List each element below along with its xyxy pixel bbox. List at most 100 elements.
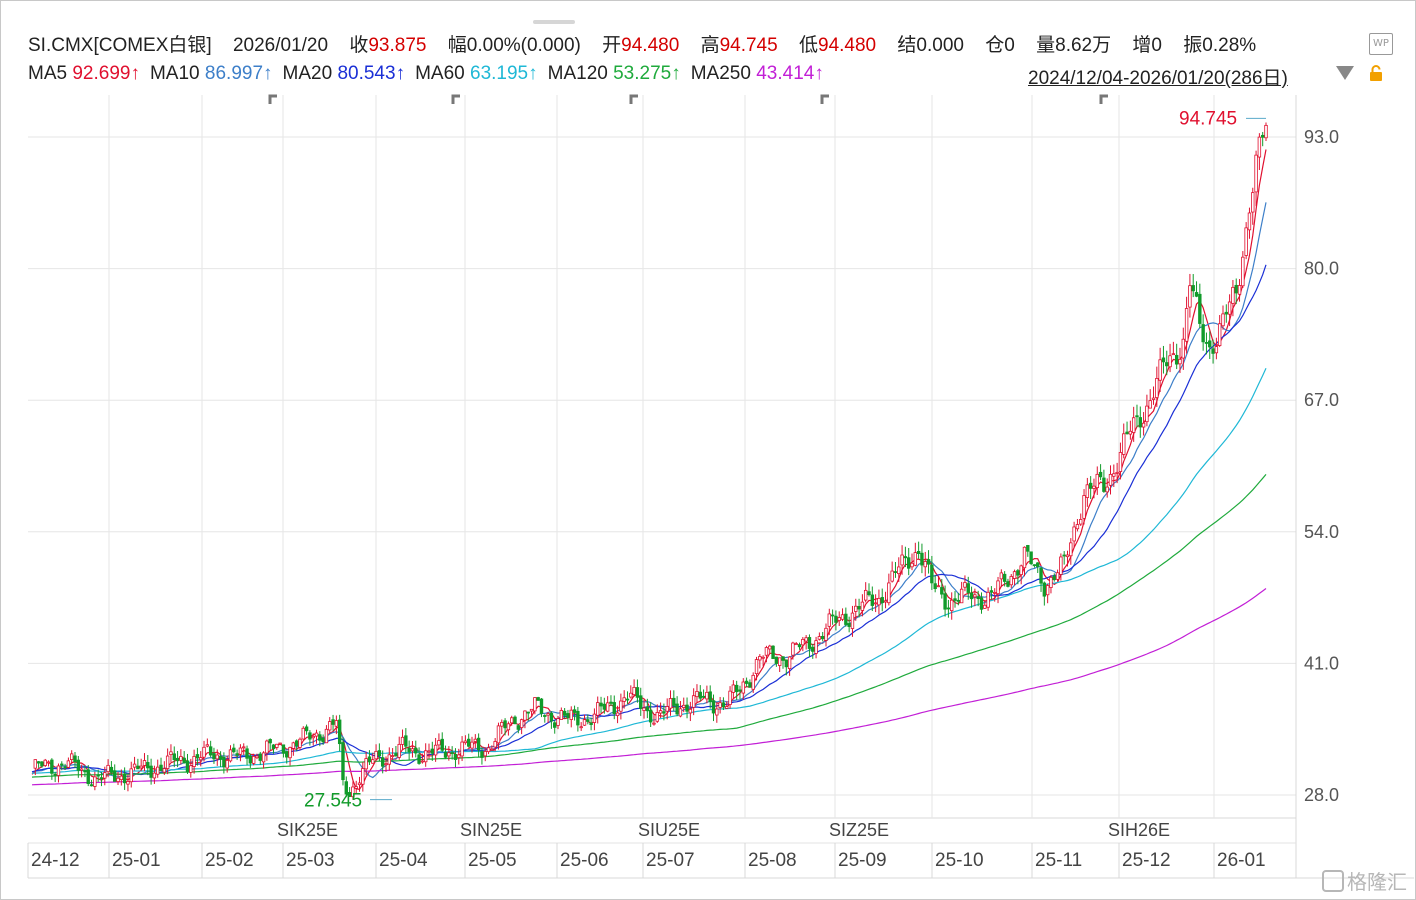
candle-body <box>1036 562 1040 567</box>
candle-body <box>1178 358 1182 365</box>
candle-body <box>189 765 193 773</box>
candle-body <box>1208 340 1212 348</box>
candle-body <box>1105 486 1109 493</box>
candle-body <box>1227 301 1232 315</box>
candle-body <box>860 601 865 611</box>
candle-body <box>741 681 745 694</box>
candle-body <box>288 747 292 759</box>
candle-body <box>662 711 666 714</box>
candle-body <box>645 706 650 712</box>
candle-body <box>956 599 961 602</box>
settle-label: 结 <box>897 35 917 56</box>
volume-label: 量 <box>1036 35 1056 56</box>
candle-body <box>328 721 332 731</box>
date-range[interactable]: 2024/12/04-2026/01/20(286日) <box>1028 68 1288 89</box>
candle-body <box>791 642 795 656</box>
candle-body <box>923 561 927 568</box>
candle-body <box>308 732 312 740</box>
candle-body <box>1092 485 1096 489</box>
candle-body <box>1145 405 1149 423</box>
candle-body <box>146 762 150 769</box>
candle-body <box>566 713 570 719</box>
x-tick-label: 25-12 <box>1122 850 1171 871</box>
candle-body <box>351 786 355 798</box>
candle-body <box>751 674 755 690</box>
drag-handle[interactable] <box>533 20 575 24</box>
candle-body <box>820 635 825 640</box>
candle-body <box>384 763 388 766</box>
candle-body <box>625 698 630 701</box>
candle-body <box>1151 397 1156 400</box>
candle-body <box>1264 124 1268 139</box>
candle-body <box>946 607 951 610</box>
wp-icon[interactable]: WP <box>1369 33 1393 55</box>
candle-body <box>159 764 163 771</box>
candle-body <box>801 638 805 646</box>
settle-value: 0.000 <box>916 35 964 56</box>
candle-body <box>480 751 484 758</box>
ma-value-ma20: 80.543↑ <box>337 63 406 84</box>
caret-down-icon[interactable] <box>1336 66 1354 80</box>
candle-body <box>1088 482 1093 489</box>
candle-body <box>1049 576 1053 588</box>
candle-body <box>172 753 176 760</box>
candle-body <box>175 757 180 762</box>
candle-body <box>999 572 1004 580</box>
candle-body <box>357 782 362 786</box>
candle-body <box>294 740 299 747</box>
candle-body <box>139 765 143 769</box>
candle-body <box>1231 286 1235 304</box>
candle-body <box>218 756 223 760</box>
candle-body <box>519 719 524 728</box>
candle-body <box>787 656 792 669</box>
candle-body <box>377 750 382 757</box>
candle-body <box>728 690 732 705</box>
candle-body <box>142 760 147 766</box>
ma-value-ma60: 63.195↑ <box>470 63 538 84</box>
candle-body <box>341 742 345 781</box>
candle-body <box>1155 378 1159 398</box>
candle-body <box>1059 556 1063 575</box>
candle-body <box>721 702 726 708</box>
candle-body <box>1141 422 1146 428</box>
candle-body <box>314 732 319 737</box>
x-tick-label: 25-01 <box>112 850 161 871</box>
candle-body <box>854 605 858 612</box>
candle-body <box>979 597 984 610</box>
ma-label-ma120: MA120 <box>547 63 614 84</box>
candle-body <box>705 691 709 700</box>
candle-body <box>1211 348 1215 354</box>
candle-body <box>771 645 775 660</box>
candle-body <box>907 557 911 569</box>
candle-body <box>165 755 170 769</box>
candle-body <box>933 583 937 590</box>
candle-body <box>966 583 970 593</box>
candle-body <box>734 684 739 693</box>
candle-body <box>1128 430 1133 435</box>
candle-body <box>744 680 749 684</box>
candle-body <box>863 589 868 601</box>
watermark: 格隆汇 <box>1322 866 1407 895</box>
candle-body <box>423 750 428 763</box>
candle-body <box>126 781 130 785</box>
candle-body <box>36 761 41 764</box>
candle-body <box>959 588 964 604</box>
candle-body <box>940 587 944 595</box>
candle-body <box>1214 346 1219 354</box>
candle-body <box>1194 292 1199 297</box>
candle-body <box>1224 311 1229 315</box>
candle-body <box>655 712 659 722</box>
candle-body <box>387 754 391 765</box>
candle-body <box>516 725 521 730</box>
candle-body <box>873 602 878 605</box>
candle-body <box>40 761 44 767</box>
candle-body <box>347 792 352 797</box>
candle-body <box>1055 572 1060 580</box>
candle-body <box>553 722 557 728</box>
candle-body <box>354 786 358 789</box>
candle-body <box>850 612 855 629</box>
candle-body <box>1244 227 1248 256</box>
candle-body <box>725 706 729 709</box>
lock-icon[interactable] <box>1368 64 1384 82</box>
